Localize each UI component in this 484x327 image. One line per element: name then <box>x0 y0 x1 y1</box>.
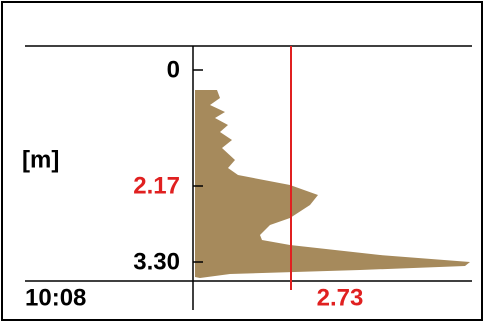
profile-area <box>195 90 470 278</box>
time-label: 10:08 <box>25 284 86 311</box>
cursor-value: 2.73 <box>317 284 364 311</box>
tick-label: 0 <box>167 56 180 83</box>
unit-label: [m] <box>22 146 59 173</box>
tick-label: 2.17 <box>133 172 180 199</box>
tick-label: 3.30 <box>133 248 180 275</box>
